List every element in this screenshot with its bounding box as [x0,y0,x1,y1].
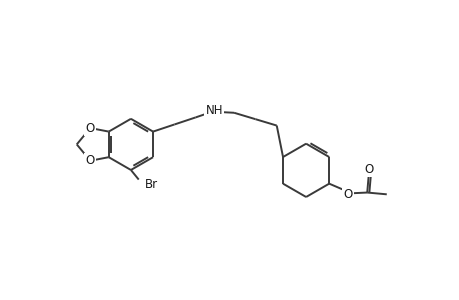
Text: Br: Br [145,178,158,191]
Text: O: O [85,122,95,134]
Text: O: O [364,163,373,176]
Text: O: O [85,154,95,167]
Text: O: O [342,188,352,201]
Text: NH: NH [205,104,223,118]
